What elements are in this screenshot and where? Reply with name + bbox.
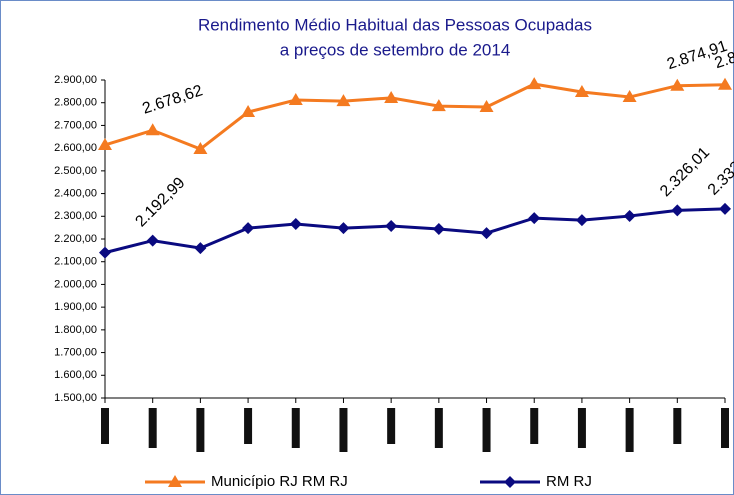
x-tick-label-block	[625, 408, 634, 452]
y-tick-label: 2.300,00	[54, 210, 97, 222]
marker	[146, 234, 159, 247]
x-tick-label-block	[387, 408, 396, 444]
y-tick-label: 1.700,00	[54, 346, 97, 358]
x-tick-label-block	[291, 408, 300, 448]
marker	[575, 214, 588, 227]
marker	[242, 222, 255, 235]
marker	[289, 218, 302, 231]
marker	[385, 220, 398, 233]
marker	[574, 85, 589, 98]
line	[104, 82, 726, 151]
y-tick-label: 2.000,00	[54, 278, 97, 290]
x-tick-label-block	[244, 408, 253, 444]
marker	[528, 212, 541, 225]
x-tick-label-block	[196, 408, 205, 452]
x-tick-label-block	[434, 408, 443, 448]
y-tick-label: 2.600,00	[54, 142, 97, 154]
marker	[671, 204, 684, 217]
x-tick-label-block	[530, 408, 539, 444]
chart-title: Rendimento Médio Habitual das Pessoas Oc…	[198, 15, 592, 34]
y-tick-label: 1.900,00	[54, 301, 97, 313]
marker	[336, 94, 351, 107]
x-tick-label-block	[482, 408, 491, 452]
marker	[337, 222, 350, 235]
y-tick-label: 2.200,00	[54, 233, 97, 245]
x-tick-label-block	[721, 408, 729, 448]
y-tick-label: 2.100,00	[54, 256, 97, 268]
marker	[241, 105, 256, 118]
marker	[623, 210, 636, 223]
marker	[145, 123, 160, 136]
marker	[718, 77, 732, 90]
marker	[432, 223, 445, 236]
marker	[384, 90, 399, 103]
marker	[99, 246, 111, 259]
marker	[288, 92, 303, 105]
legend-label: RM RJ	[546, 473, 592, 490]
legend-label: Município RJ RM RJ	[211, 473, 348, 490]
y-tick-label: 1.600,00	[54, 369, 97, 381]
y-tick-label: 2.400,00	[54, 187, 97, 199]
marker	[479, 100, 494, 113]
y-tick-label: 2.500,00	[54, 165, 97, 177]
y-tick-label: 1.800,00	[54, 324, 97, 336]
chart-subtitle: a preços de setembro de 2014	[280, 40, 511, 59]
y-tick-label: 2.700,00	[54, 119, 97, 131]
marker	[527, 77, 542, 90]
marker	[670, 78, 685, 91]
marker	[719, 202, 731, 215]
x-tick-label-block	[339, 408, 348, 452]
x-tick-label-block	[673, 408, 682, 444]
marker	[194, 242, 207, 255]
x-tick-label-block	[577, 408, 586, 448]
y-tick-label: 2.800,00	[54, 97, 97, 109]
line	[104, 207, 726, 255]
x-tick-label-block	[101, 408, 109, 444]
y-tick-label: 1.500,00	[54, 392, 97, 404]
y-tick-label: 2.900,00	[54, 74, 97, 86]
x-tick-label-block	[148, 408, 157, 448]
legend-marker	[168, 475, 182, 487]
marker	[98, 137, 112, 150]
marker	[431, 99, 446, 112]
marker	[622, 90, 637, 103]
legend-marker	[504, 476, 516, 488]
marker	[193, 142, 208, 155]
marker	[480, 227, 493, 240]
